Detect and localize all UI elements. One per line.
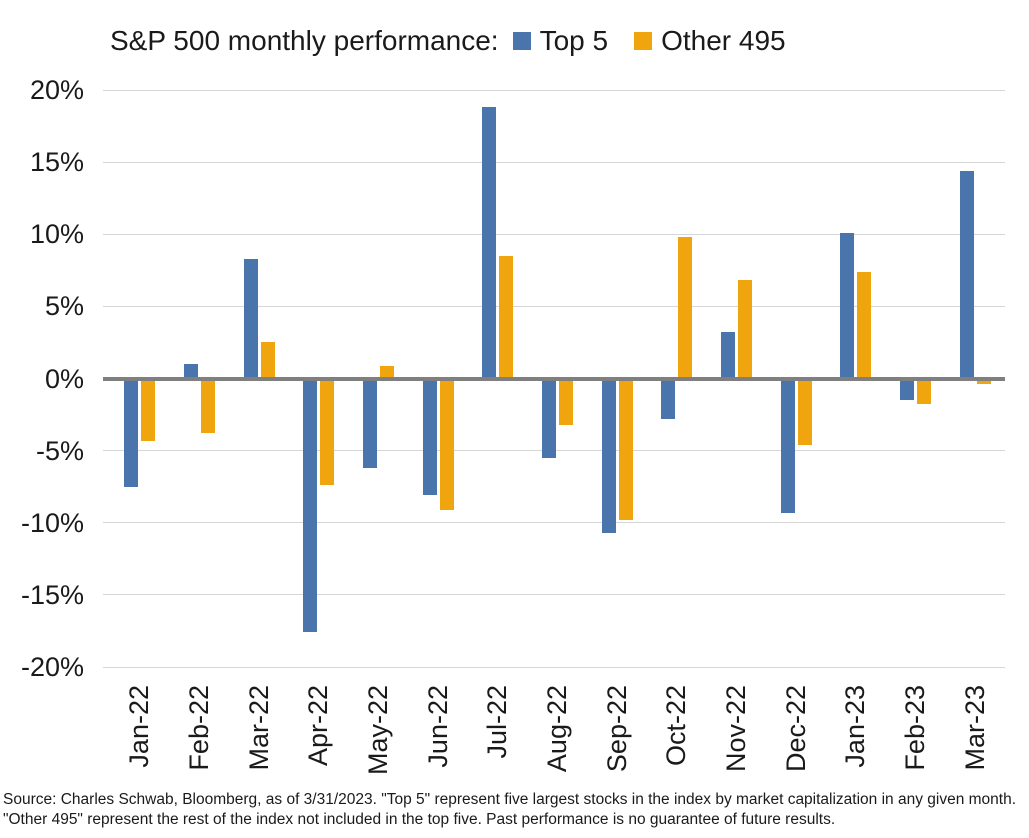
bar-other495-mar-22 [260,342,275,379]
x-axis-tick-label: Oct-22 [659,685,695,795]
x-axis-tick-text: Jan-22 [124,685,155,768]
x-axis-tick-label: Nov-22 [719,685,755,795]
bar-other495-jan-22 [141,378,156,441]
x-axis-tick-label: Mar-23 [957,685,993,795]
zero-axis-line [103,376,1005,381]
bar-top5-jun-22 [422,378,437,496]
bar-top5-feb-23 [900,378,914,401]
bar-top5-jan-23 [840,232,855,379]
bar-other495-feb-22 [201,378,215,434]
bar-other495-mar-23 [976,378,991,385]
y-gridline [103,666,1005,668]
bar-top5-sep-22 [601,378,616,533]
bar-top5-feb-22 [184,364,198,379]
x-axis-tick-text: Aug-22 [542,685,572,773]
bar-other495-jun-22 [439,378,454,510]
x-axis-tick-label: Feb-22 [182,685,218,795]
bar-top5-may-22 [363,378,377,468]
x-axis-tick-label: Aug-22 [540,685,576,795]
x-axis-tick-label: Jan-22 [122,685,158,795]
x-axis-tick-label: Apr-22 [301,685,337,795]
x-axis-tick-text: Jan-23 [840,685,871,768]
bar-other495-oct-22 [678,237,693,379]
x-axis-tick-text: Mar-22 [243,685,274,771]
x-axis-tick-text: Nov-22 [721,685,751,773]
legend-label-top5: Top 5 [539,25,609,56]
y-axis-tick-label: 0% [44,363,84,394]
bar-other495-jan-23 [857,271,872,379]
bar-other495-aug-22 [559,378,573,425]
bar-other495-may-22 [380,365,394,379]
bar-top5-mar-22 [243,258,258,379]
y-axis-tick-label: -5% [35,435,84,466]
x-axis-labels: Jan-22 Feb-22 Mar-22 Apr-22 May-22 Jun-22 Jul-… [110,685,1005,795]
source-note: Source: Charles Schwab, Bloomberg, as of… [3,791,1017,828]
y-gridline [103,305,1005,307]
legend-swatch-other495 [634,32,653,50]
legend-item-top5: Top 5 [512,25,609,57]
bar-other495-nov-22 [738,280,752,379]
bar-top5-apr-22 [303,378,318,633]
y-axis-tick-label: 5% [44,291,84,322]
plot-area: 20% 15% 10% 5% 0% -5% -10% -15% -20% Jan-22 Feb-22… [21,75,1005,775]
bar-other495-feb-23 [917,378,931,405]
bar-top5-mar-23 [959,170,974,379]
x-axis-tick-label: May-22 [361,685,397,795]
x-axis-tick-text: May-22 [363,685,393,776]
bar-top5-dec-22 [780,378,795,513]
chart-title: S&P 500 monthly performance: [110,25,499,56]
y-gridline [103,233,1005,235]
x-axis-tick-text: Mar-23 [959,685,990,771]
y-axis-tick-label: -20% [20,652,84,682]
x-axis-tick-label: Mar-22 [241,685,277,795]
legend-label-other495: Other 495 [661,25,786,56]
y-axis-tick-label: 20% [29,75,84,105]
bar-other495-apr-22 [320,378,335,486]
legend-swatch-top5 [512,32,531,50]
x-axis-tick-text: Sep-22 [601,685,632,773]
legend: Top 5 Other 495 [512,25,812,57]
x-axis-tick-label: Dec-22 [778,685,814,795]
y-gridline [103,89,1005,91]
x-axis-tick-label: Feb-23 [898,685,934,795]
legend-item-other495: Other 495 [634,25,786,57]
x-axis-tick-text: Feb-23 [900,685,930,771]
y-axis-tick-label: 10% [29,219,84,250]
bar-top5-oct-22 [661,378,676,419]
x-axis-tick-text: Jul-22 [482,685,513,759]
x-axis-tick-text: Dec-22 [780,685,811,773]
x-axis-tick-label: Jul-22 [480,685,516,795]
y-gridline [103,161,1005,163]
bar-top5-nov-22 [721,332,735,379]
y-axis-tick-label: -15% [20,579,84,610]
bar-other495-jul-22 [499,255,514,379]
bar-top5-aug-22 [542,378,556,458]
y-gridline [103,594,1005,596]
bar-top5-jul-22 [482,107,497,379]
x-axis-tick-text: Feb-22 [184,685,214,771]
bar-other495-sep-22 [618,378,633,520]
y-gridline [103,522,1005,524]
bar-top5-jan-22 [124,378,139,487]
x-axis-tick-text: Apr-22 [303,685,334,767]
x-axis-tick-label: Jun-22 [420,685,456,795]
y-axis-tick-label: -10% [20,507,84,538]
x-axis-tick-text: Jun-22 [422,685,453,768]
chart-header: S&P 500 monthly performance: Top 5 Other… [110,22,812,60]
x-axis-tick-label: Jan-23 [838,685,874,795]
x-axis-tick-text: Oct-22 [661,685,692,767]
x-axis-tick-label: Sep-22 [599,685,635,795]
bar-other495-dec-22 [797,378,812,445]
y-axis-tick-label: 15% [29,147,84,178]
